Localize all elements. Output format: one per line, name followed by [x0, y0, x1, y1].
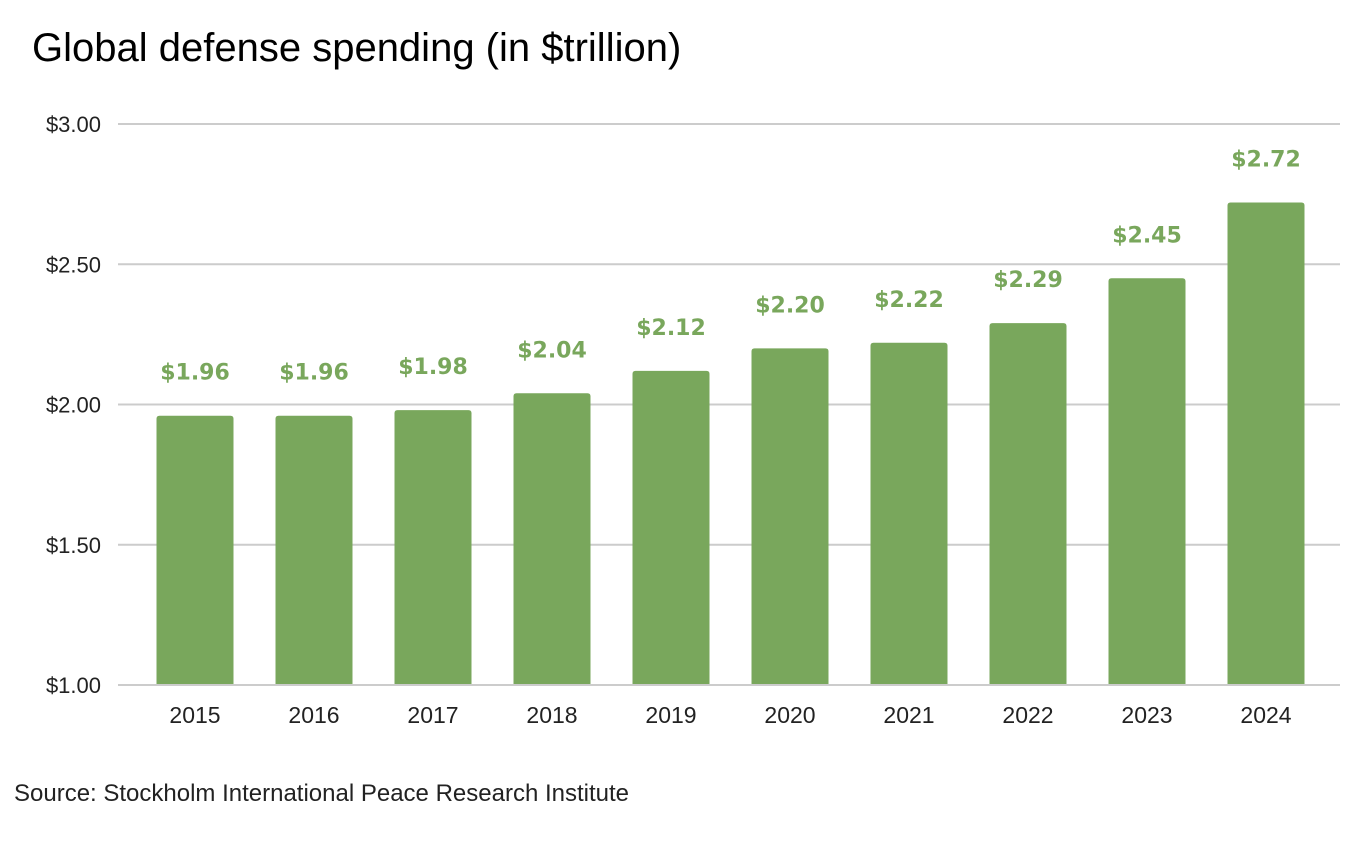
y-tick-label: $2.50: [46, 252, 101, 277]
x-tick-label: 2018: [526, 702, 577, 728]
bar-2019: [632, 370, 710, 685]
bar-2023: [1108, 278, 1186, 685]
data-label: $2.04: [517, 338, 587, 363]
data-label: $1.96: [279, 361, 349, 386]
data-label: $1.96: [160, 361, 230, 386]
x-tick-label: 2021: [883, 702, 934, 728]
data-label: $2.29: [993, 268, 1063, 293]
x-axis-ticks: 2015 2016 2017 2018 2019 2020 2021 2022 2023 2024: [118, 684, 1340, 728]
data-label: $2.45: [1112, 223, 1182, 248]
source-note: Source: Stockholm International Peace Re…: [14, 780, 629, 807]
x-tick-label: 2016: [288, 702, 339, 728]
y-tick-label: $1.00: [46, 673, 101, 698]
data-label: $2.12: [636, 316, 706, 341]
x-tick-label: 2020: [764, 702, 815, 728]
bar-2018: [513, 393, 591, 685]
data-labels: $1.96 $1.96 $1.98 $2.04 $2.12 $2.20 $2.22 $2.29…: [160, 148, 1301, 386]
data-label: $2.72: [1231, 148, 1301, 173]
x-tick-label: 2023: [1121, 702, 1172, 728]
y-axis-ticks: $1.00 $1.50 $2.00 $2.50 $3.00: [46, 112, 101, 698]
data-label: $1.98: [398, 355, 468, 380]
bar-2017: [394, 410, 472, 685]
x-tick-label: 2017: [407, 702, 458, 728]
chart-title: Global defense spending (in $trillion): [32, 26, 682, 70]
bar-2022: [989, 323, 1067, 685]
bar-2021: [870, 342, 948, 685]
bar-2024: [1227, 202, 1305, 686]
bar-2016: [275, 415, 353, 685]
data-label: $2.22: [874, 288, 944, 313]
y-tick-label: $1.50: [46, 533, 101, 558]
data-label: $2.20: [755, 293, 825, 318]
x-tick-label: 2024: [1240, 702, 1291, 728]
y-tick-label: $2.00: [46, 393, 101, 418]
bar-2015: [156, 415, 234, 685]
x-tick-label: 2019: [645, 702, 696, 728]
bar-2020: [751, 348, 829, 685]
x-tick-label: 2022: [1002, 702, 1053, 728]
bars: [156, 202, 1305, 686]
y-tick-label: $3.00: [46, 112, 101, 137]
x-tick-label: 2015: [169, 702, 220, 728]
